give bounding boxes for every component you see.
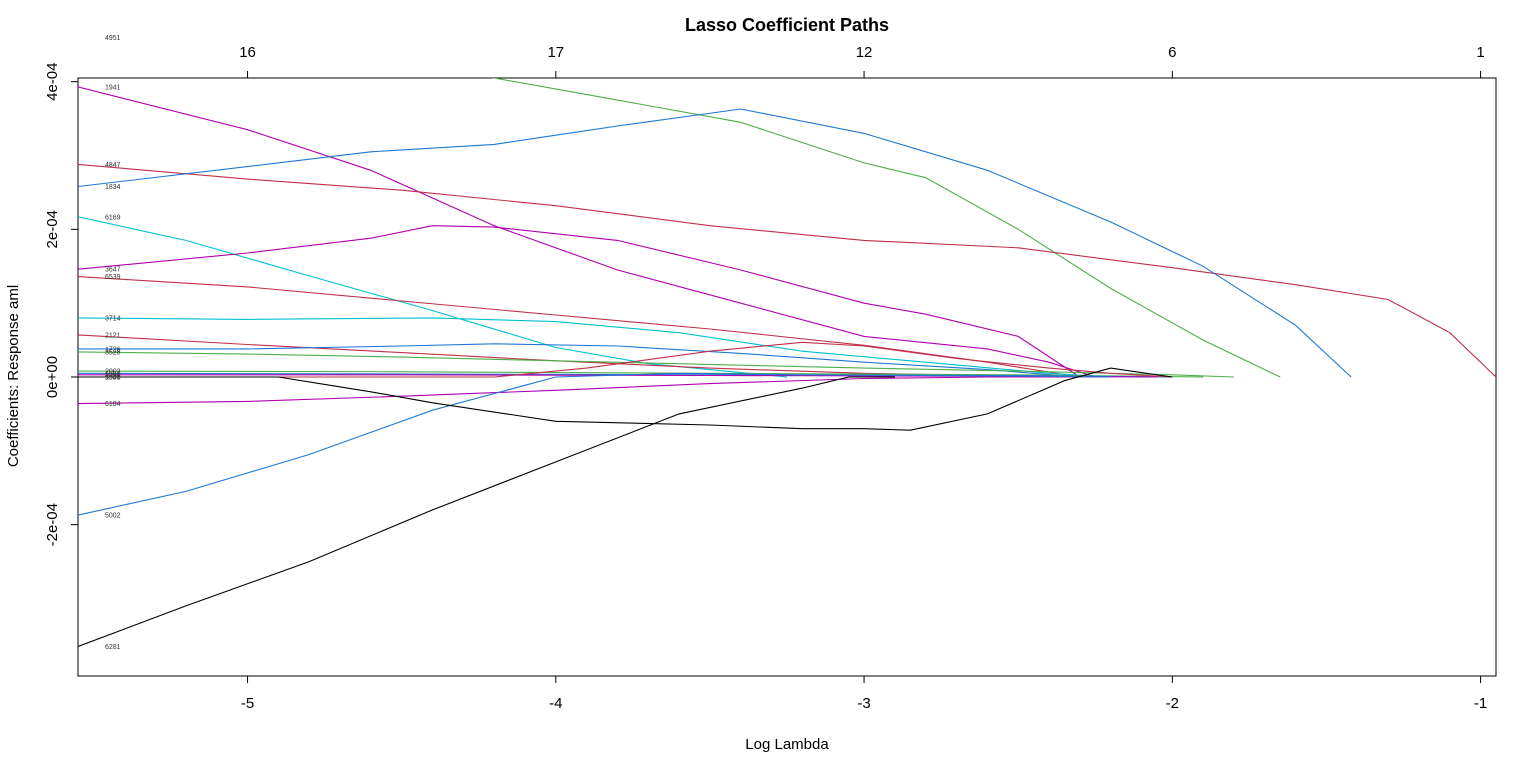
series-label-6184: 6184 [105,401,121,408]
series-label-2358: 2358 [105,372,121,379]
series-line-1726 [78,343,1080,378]
plot-area [78,78,1496,648]
series-label-2121: 2121 [105,332,121,339]
x-tick-label: -5 [241,695,254,712]
series-label-3528: 3528 [105,349,121,356]
y-tick-label: 4e-04 [44,63,61,101]
series-label-3714: 3714 [105,315,121,322]
series-line-6184 [78,376,1080,405]
series-line-3647 [78,225,1081,378]
series-label-1941: 1941 [105,84,121,91]
x-tick-label: -3 [857,695,870,712]
y-tick-label: 0e+00 [44,356,61,398]
x-axis-label: Log Lambda [745,736,829,753]
series-line-4951 [490,78,1281,378]
series-line-1941 [78,86,1096,378]
y-tick-label: -2e-04 [44,503,61,546]
series-label-1726: 1726 [105,346,121,353]
x-tick-label: -2 [1166,695,1179,712]
series-label-5002: 5002 [105,513,121,520]
x-tick-label: -1 [1474,695,1487,712]
series-line-5002 [78,372,1111,516]
chart-title: Lasso Coefficient Paths [685,15,889,35]
series-line-4847 [78,163,1496,378]
top-tick-label: 1 [1476,44,1484,61]
x-tick-label: -4 [549,695,562,712]
series-line-2121 [78,334,1111,378]
series-label-6169: 6169 [105,214,121,221]
x-axis: -5 -4 -3 -2 -1 [241,676,1487,712]
series-label-3647: 3647 [105,267,121,274]
series-label-1946: 1946 [105,375,121,382]
y-axis-label: Coefficients: Response aml [5,285,22,467]
series-line-1834 [78,108,1352,378]
series-line-3714 [78,317,1111,378]
top-tick-label: 16 [239,44,256,61]
top-tick-label: 12 [856,44,873,61]
top-tick-label: 17 [547,44,564,61]
series-line-5591 [78,367,1173,431]
series-label-4951: 4951 [105,35,121,42]
series-label-1552: 1552 [105,371,121,378]
top-tick-label: 6 [1168,44,1176,61]
series-line-6281 [78,376,895,648]
series-label-6281: 6281 [105,644,121,651]
series-label-2002: 2002 [105,369,121,376]
series-label-4847: 4847 [105,162,121,169]
series-label-1834: 1834 [105,184,121,191]
series-label-5591: 5591 [105,375,121,382]
y-tick-label: 2e-04 [44,210,61,248]
series-line-1946 [78,341,1173,378]
series-label-6539: 6539 [105,274,121,281]
y-axis: -2e-04 0e+00 2e-04 4e-04 [44,63,78,546]
top-axis: 16 17 12 6 1 [239,44,1485,78]
series-line-6169 [78,216,788,378]
